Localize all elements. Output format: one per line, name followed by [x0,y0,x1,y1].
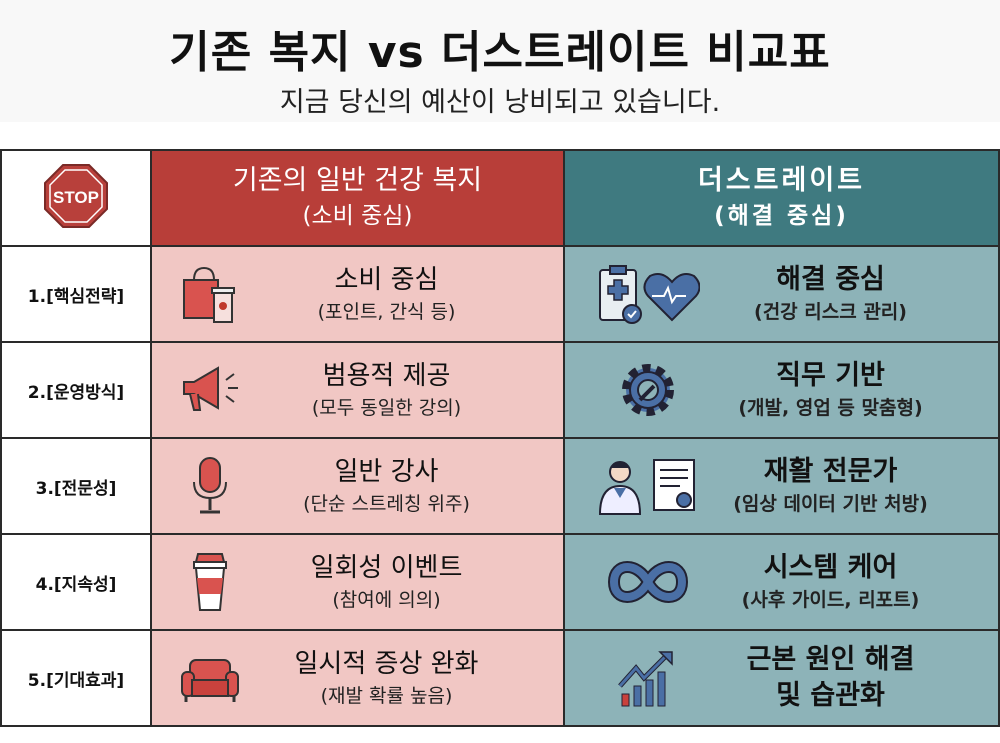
stop-sign-icon: STOP [44,163,108,228]
row-label: 1.[핵심전략] [0,245,152,343]
thestraight-cell: 재활 전문가 (임상 데이터 기반 처방) [563,437,1000,535]
sofa-icon [170,646,250,710]
clipboard-heart-icon [593,262,703,326]
thestraight-sub: (개발, 영업 등 맞춤형) [738,397,923,419]
existing-sub: (참여에 의의) [332,589,441,611]
existing-sub: (모두 동일한 강의) [311,397,462,419]
thestraight-sub: (건강 리스크 관리) [754,301,907,323]
column-title: 더스트레이트 [697,165,866,196]
thestraight-main: 재활 전문가 [763,456,898,487]
page-subtitle: 지금 당신의 예산이 낭비되고 있습니다. [279,87,721,118]
column-subtitle: (해결 중심) [714,203,849,229]
column-title: 기존의 일반 건강 복지 [232,165,483,196]
existing-cell: 일회성 이벤트 (참여에 의의) [150,533,565,631]
column-subtitle: (소비 중심) [302,203,413,229]
infinity-icon [593,550,703,614]
gear-wrench-icon [593,358,703,422]
table-row: 4.[지속성] 일회성 이벤트 (참여에 의의) 시스템 케어 (사후 가이드, 리… [0,533,1000,631]
existing-main: 일회성 이벤트 [310,553,463,583]
thestraight-sub: (사후 가이드, 리포트) [741,589,920,611]
column-header-thestraight: 더스트레이트 (해결 중심) [563,149,1000,247]
thestraight-sub: 및 습관화 [776,680,885,711]
paper-cup-icon [170,550,250,614]
stop-cell: STOP [0,149,152,247]
existing-main: 일시적 증상 완화 [294,649,479,679]
thestraight-main: 직무 기반 [776,360,885,391]
thestraight-main: 근본 원인 해결 [746,644,915,675]
row-label: 3.[전문성] [0,437,152,535]
thestraight-cell: 해결 중심 (건강 리스크 관리) [563,245,1000,343]
table-row: 2.[운영방식] 범용적 제공 (모두 동일한 강의) 직무 기반 (개발, 영업 … [0,341,1000,439]
row-label: 4.[지속성] [0,533,152,631]
table-row: 3.[전문성] 일반 강사 (단순 스트레칭 위주) 재활 전문가 (임상 데이터 … [0,437,1000,535]
table-header-row: STOP 기존의 일반 건강 복지 (소비 중심) 더스트레이트 (해결 중심) [0,149,1000,247]
header: 기존 복지 vs 더스트레이트 비교표 지금 당신의 예산이 낭비되고 있습니다… [0,0,1000,122]
existing-main: 일반 강사 [334,457,439,487]
thestraight-main: 시스템 케어 [763,552,898,583]
shopping-bag-coffee-icon [170,262,250,326]
existing-sub: (단순 스트레칭 위주) [303,493,470,515]
existing-main: 범용적 제공 [322,361,451,391]
column-header-existing: 기존의 일반 건강 복지 (소비 중심) [150,149,565,247]
existing-cell: 범용적 제공 (모두 동일한 강의) [150,341,565,439]
thestraight-sub: (임상 데이터 기반 처방) [733,493,928,515]
row-label: 5.[기대효과] [0,629,152,727]
thestraight-main: 해결 중심 [776,264,885,295]
existing-cell: 일시적 증상 완화 (재발 확률 높음) [150,629,565,727]
stop-label: STOP [53,188,99,207]
page-title: 기존 복지 vs 더스트레이트 비교표 [169,27,831,78]
thestraight-cell: 직무 기반 (개발, 영업 등 맞춤형) [563,341,1000,439]
doctor-certificate-icon [593,454,703,518]
table-row: 1.[핵심전략] 소비 중심 (포인트, 간식 등) 해결 중심 (건강 리스크 관… [0,245,1000,343]
thestraight-cell: 시스템 케어 (사후 가이드, 리포트) [563,533,1000,631]
comparison-table: STOP 기존의 일반 건강 복지 (소비 중심) 더스트레이트 (해결 중심)… [0,149,1000,727]
growth-chart-icon [593,646,703,710]
row-label: 2.[운영방식] [0,341,152,439]
megaphone-icon [170,358,250,422]
existing-sub: (포인트, 간식 등) [317,301,456,323]
existing-cell: 소비 중심 (포인트, 간식 등) [150,245,565,343]
microphone-icon [170,454,250,518]
existing-cell: 일반 강사 (단순 스트레칭 위주) [150,437,565,535]
existing-sub: (재발 확률 높음) [320,685,453,707]
existing-main: 소비 중심 [334,265,439,295]
